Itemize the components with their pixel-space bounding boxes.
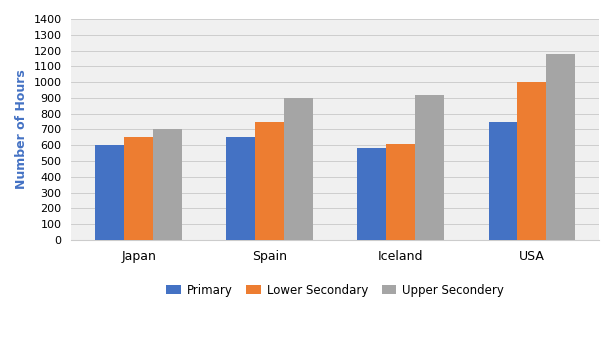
Bar: [153, 130, 182, 240]
Bar: [284, 98, 313, 240]
Bar: [357, 148, 386, 240]
Bar: [124, 137, 153, 240]
Legend: Primary, Lower Secondary, Upper Secondery: Primary, Lower Secondary, Upper Seconder…: [161, 279, 509, 301]
Bar: [255, 121, 284, 240]
Y-axis label: Number of Hours: Number of Hours: [15, 70, 28, 189]
Bar: [489, 121, 518, 240]
Bar: [227, 137, 255, 240]
Bar: [386, 144, 415, 240]
Bar: [518, 82, 546, 240]
Bar: [546, 55, 575, 240]
Bar: [95, 145, 124, 240]
Bar: [415, 95, 444, 240]
